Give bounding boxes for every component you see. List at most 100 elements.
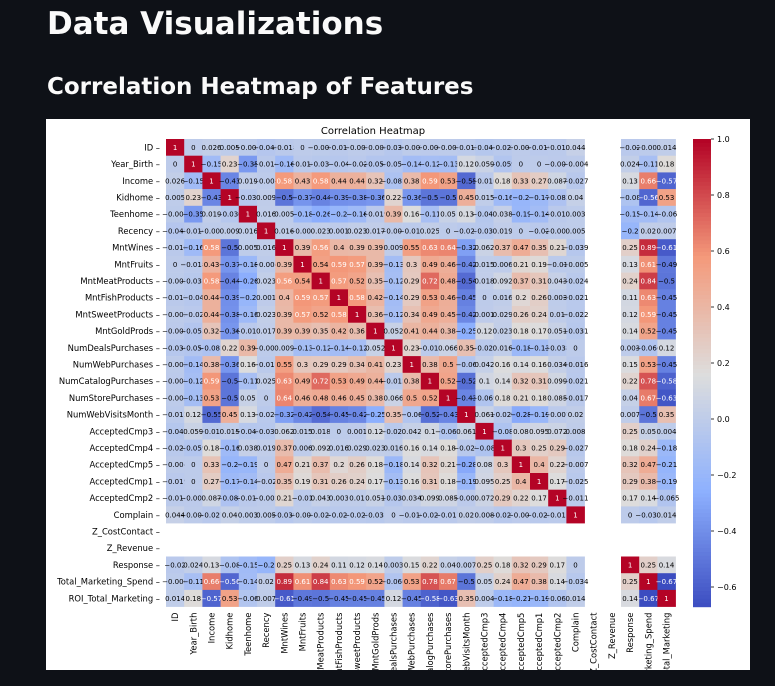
colorbar-segment (693, 333, 711, 339)
cell-label: 0.023 (347, 227, 367, 235)
cell-label: −0.02 (255, 478, 276, 486)
heatmap-cell (329, 439, 349, 457)
cell-label: 0.1 (424, 428, 435, 436)
heatmap-cell (639, 456, 658, 474)
cell-label: −0.038 (381, 495, 407, 503)
cell-label: 0.21 (513, 394, 529, 402)
cell-label: 0.001 (474, 311, 494, 319)
colorbar-segment (693, 442, 711, 448)
colorbar-segment (693, 368, 711, 374)
heatmap-cell (420, 289, 440, 307)
cell-label: 0.23 (386, 361, 402, 369)
cell-label: 0.66 (204, 578, 220, 586)
cell-label: −0.007 (563, 461, 589, 469)
heatmap-cell (202, 289, 221, 307)
heatmap-cell (402, 422, 422, 440)
colorbar-segment (693, 209, 711, 214)
heatmap-cell (530, 489, 549, 507)
heatmap-cell (275, 389, 294, 407)
heatmap-cell (566, 422, 585, 440)
heatmap-cell (184, 589, 203, 607)
page-title: Data Visualizations (47, 6, 384, 42)
cell-label: 0.55 (404, 244, 420, 252)
cell-label: −0.16 (346, 211, 368, 219)
heatmap-cell (257, 155, 276, 173)
heatmap-cell (439, 372, 458, 390)
cell-label: 0.04 (622, 394, 638, 402)
cell-label: −0.44 (310, 194, 332, 202)
heatmap-cell (275, 456, 294, 474)
row-label: NumWebVisitsMonth – (67, 410, 160, 420)
heatmap-cell (639, 322, 658, 340)
heatmap-cell (657, 372, 676, 390)
cell-label: −0.16 (237, 311, 259, 319)
cell-label: 0.3 (497, 461, 508, 469)
cell-label: −0.06 (401, 411, 423, 419)
heatmap-cell (493, 439, 513, 457)
cell-label: 0.016 (493, 344, 514, 352)
heatmap-cell (220, 189, 240, 207)
colorbar-segment (693, 201, 711, 206)
cell-label: 0.009 (256, 194, 276, 202)
colorbar-segment (693, 224, 711, 230)
cell-label: −0.002 (162, 361, 188, 369)
heatmap-cell (311, 255, 331, 273)
cell-label: −0.18 (383, 461, 404, 469)
cell-label: 0.11 (622, 294, 638, 302)
cell-label: 0.05 (477, 578, 493, 586)
heatmap-cell (293, 172, 312, 190)
column-label: Teenhome (243, 613, 253, 657)
heatmap-cell (257, 573, 276, 591)
colorbar-segment (693, 372, 711, 378)
cell-label: −0.43 (201, 194, 222, 202)
cell-label: 0.4 (333, 244, 345, 252)
cell-label: −0.19 (528, 411, 549, 419)
heatmap-cell (293, 422, 312, 440)
heatmap-cell (202, 139, 221, 156)
cell-label: 0.57 (295, 311, 311, 319)
heatmap-cell (329, 556, 349, 574)
heatmap-cell (238, 322, 258, 340)
cell-label: 0.29 (622, 478, 638, 486)
cell-label: 1 (282, 244, 286, 252)
cell-label: 0.18 (440, 478, 456, 486)
heatmap-cell (457, 389, 476, 407)
cell-label: 0.35 (459, 344, 475, 352)
cell-label: 1 (664, 595, 668, 603)
heatmap-cell (202, 372, 221, 390)
cell-label: 0.066 (383, 394, 404, 402)
cell-label: 0.39 (277, 311, 293, 319)
colorbar-segment (693, 446, 711, 452)
cell-label: 0.019 (201, 211, 221, 219)
heatmap-cell (475, 139, 494, 156)
heatmap-cell (220, 406, 240, 424)
cell-label: −0.012 (417, 344, 443, 352)
heatmap-cell (457, 573, 476, 591)
cell-label: −0.017 (326, 144, 352, 152)
cell-label: −0.25 (456, 328, 477, 336)
heatmap-cell (439, 489, 458, 507)
heatmap-cell (329, 255, 349, 273)
cell-label: 0.17 (550, 561, 566, 569)
heatmap-cell (220, 473, 240, 490)
cell-label: −0.13 (292, 344, 313, 352)
cell-label: 0.001 (347, 428, 367, 436)
cell-label: −0.19 (456, 478, 477, 486)
heatmap-cell (511, 372, 531, 390)
heatmap-cell (275, 239, 294, 257)
heatmap-cell (621, 339, 640, 357)
heatmap-cell (548, 272, 567, 290)
heatmap-cell (293, 473, 312, 490)
heatmap-cell (657, 306, 676, 323)
colorbar-segment (693, 329, 711, 335)
cell-label: −0.57 (656, 177, 677, 185)
cell-label: 0.16 (404, 211, 420, 219)
cell-label: 0.05 (240, 394, 256, 402)
heatmap-cell (329, 406, 349, 424)
heatmap-cell (657, 473, 676, 490)
heatmap-cell (311, 289, 331, 307)
cell-label: −0.2 (330, 211, 347, 219)
colorbar-segment (693, 411, 711, 417)
cell-label: −0.13 (383, 478, 404, 486)
colorbar-segment (693, 431, 711, 436)
